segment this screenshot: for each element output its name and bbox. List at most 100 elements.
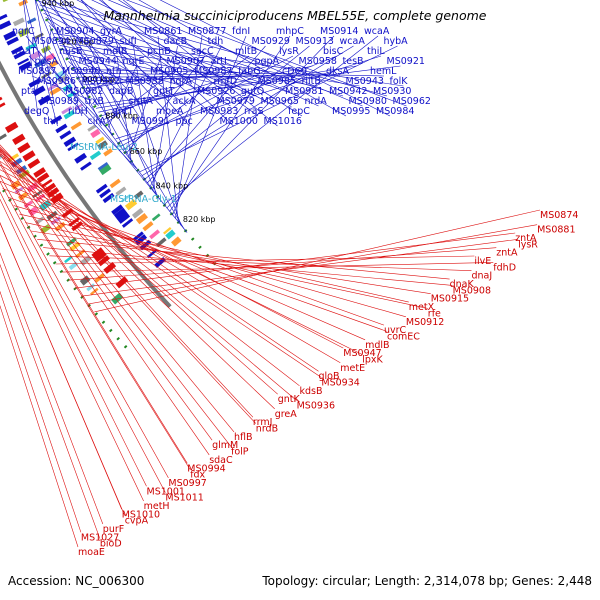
gene-label-top[interactable]: MS0985 — [258, 76, 296, 87]
gene-label-bottom[interactable]: dnaK — [450, 279, 475, 290]
gene-label-bottom[interactable]: MS1001 — [147, 486, 185, 497]
gene-label-bottom[interactable]: uvrC — [384, 325, 407, 336]
gene-label-top[interactable]: nqrE — [123, 56, 145, 67]
gene-label-top[interactable]: MS0861 — [144, 26, 182, 37]
gene-label-bottom[interactable]: bioD — [100, 539, 122, 550]
gene-label-top[interactable]: MS0913 — [296, 36, 334, 47]
gene-label-top[interactable]: nqrC — [12, 26, 35, 37]
gene-label-top[interactable]: mhpC — [276, 26, 304, 37]
gene-label-bottom[interactable]: dnaJ — [472, 271, 493, 282]
gene-label-bottom[interactable]: kdsB — [300, 386, 323, 397]
gene-label-bottom[interactable]: MS0881 — [537, 225, 575, 236]
gene-label-bottom[interactable]: folP — [231, 447, 249, 458]
gene-label-top[interactable]: MS0984 — [376, 106, 414, 117]
gene-label-top[interactable]: MS0958 — [299, 56, 337, 67]
gene-label-top[interactable]: wcaA — [364, 26, 390, 37]
gene-label-top[interactable]: folK — [390, 76, 409, 87]
gene-label-bottom[interactable]: MS0997 — [168, 478, 206, 489]
gene-label-bottom[interactable]: MS0934 — [321, 378, 359, 389]
gene-label-bottom[interactable]: zntA — [515, 233, 537, 244]
gene-label-top[interactable]: MS0980 — [349, 96, 387, 107]
gene-label-bottom[interactable]: MS0912 — [406, 317, 444, 328]
gene-label-bottom[interactable]: MS0874 — [540, 210, 578, 221]
gene-label-top[interactable]: MS0907 — [167, 56, 205, 67]
gene-label-top[interactable]: nqrA — [170, 76, 193, 87]
gene-label-top[interactable]: thiL — [367, 46, 385, 57]
gene-label-bottom[interactable]: purF — [103, 524, 124, 535]
gene-label-top[interactable]: MS0983 — [200, 106, 238, 117]
gene-label-bottom[interactable]: MS0915 — [431, 294, 469, 305]
gene-label-top[interactable]: trxB — [85, 96, 105, 107]
gene-label-top[interactable]: cDC9 — [282, 66, 307, 77]
gene-label-top[interactable]: MS0940 — [62, 66, 100, 77]
gene-label-bottom[interactable]: cvpA — [125, 516, 149, 527]
gene-label-top[interactable]: ribH — [68, 106, 88, 117]
gene-label-top[interactable]: moeA — [156, 106, 184, 117]
gene-label-bottom[interactable]: MS0994 — [187, 463, 225, 474]
gene-label-bottom[interactable]: MS1010 — [122, 509, 160, 520]
gene-label-bottom[interactable]: ilvE — [474, 256, 491, 267]
gene-label-top[interactable]: MS0989 — [41, 96, 79, 107]
gene-label-top[interactable]: tesB — [343, 56, 364, 67]
gene-label-top[interactable]: MS0981 — [285, 86, 323, 97]
gene-label-top[interactable]: tdh — [208, 36, 224, 47]
gene-label-top[interactable]: MS0921 — [387, 56, 425, 67]
gene-label-top[interactable]: smtA — [129, 96, 154, 107]
gene-label-top[interactable]: sufI — [120, 36, 137, 47]
gene-label-top[interactable]: pgpA — [255, 56, 280, 67]
gene-label-bottom[interactable]: MS0936 — [297, 401, 335, 412]
gene-label-top[interactable]: rlitB — [302, 76, 321, 87]
gene-label-top[interactable]: MS0879 — [76, 36, 114, 47]
gene-label-bottom[interactable]: MS1027 — [81, 532, 119, 543]
gene-label-top[interactable]: MS0952 — [82, 76, 120, 87]
gene-label-bottom[interactable]: MS1011 — [165, 493, 203, 504]
gene-label-top[interactable]: ppc — [176, 116, 193, 127]
gene-label-bottom[interactable]: fdhD — [493, 262, 516, 273]
gene-label-top[interactable]: MS0942 — [329, 86, 367, 97]
gene-label-bottom[interactable]: gloB — [319, 371, 340, 382]
gene-label-top[interactable]: mdlB — [103, 46, 127, 57]
gene-label-top[interactable]: nth — [106, 66, 122, 77]
gene-label-bottom[interactable]: gntK — [278, 394, 301, 405]
gene-label-bottom[interactable]: greA — [275, 409, 298, 420]
gene-label-bottom[interactable]: comEC — [387, 331, 420, 342]
gene-label-top[interactable]: nrdA — [305, 96, 328, 107]
gene-label-top[interactable]: dacB — [164, 36, 188, 47]
trna-label[interactable]: MStRNA-Gly-1 — [110, 194, 177, 205]
gene-label-top[interactable]: hybA — [384, 36, 409, 47]
gene-label-bottom[interactable]: metX — [409, 302, 435, 313]
gene-label-top[interactable]: MS0877 — [188, 26, 226, 37]
gene-label-top[interactable]: MS0894 — [32, 36, 70, 47]
gene-label-top[interactable]: MS0943 — [346, 76, 384, 87]
gene-label-top[interactable]: MS0965 — [261, 96, 299, 107]
gene-label-bottom[interactable]: zntA — [496, 248, 518, 259]
gene-label-top[interactable]: cirA — [88, 116, 107, 127]
gene-label-top[interactable]: mltB — [235, 46, 257, 57]
gene-label-top[interactable]: MS0938 — [126, 76, 164, 87]
gene-label-bottom[interactable]: lpxK — [362, 355, 383, 366]
gene-label-top[interactable]: MS0897 — [18, 66, 56, 77]
gene-label-top[interactable]: artI — [211, 56, 227, 67]
gene-label-top[interactable]: rraS — [244, 106, 264, 117]
gene-label-top[interactable]: MS0930 — [373, 86, 411, 97]
gene-label-top[interactable]: fepC — [288, 106, 310, 117]
gene-label-bottom[interactable]: MS0947 — [343, 348, 381, 359]
gene-label-top[interactable]: MS1016 — [264, 116, 302, 127]
gene-label-top[interactable]: wcaA — [340, 36, 366, 47]
gene-label-top[interactable]: hemL — [370, 66, 397, 77]
gene-label-top[interactable]: thiF — [44, 116, 62, 127]
gene-label-top[interactable]: MS0991 — [132, 116, 170, 127]
gene-label-top[interactable]: MS0905 — [150, 66, 188, 77]
gene-label-top[interactable]: MS0904 — [56, 26, 94, 37]
gene-label-top[interactable]: gntT — [112, 106, 134, 117]
gene-label-bottom[interactable]: rfe — [428, 308, 441, 319]
gene-label-top[interactable]: MS0926 — [197, 86, 235, 97]
gene-label-top[interactable]: pcnB — [147, 46, 171, 57]
gene-label-top[interactable]: sacC — [191, 46, 214, 57]
trna-label[interactable]: MStRNA-Leu-2 — [70, 142, 138, 153]
gene-label-top[interactable]: degQ — [24, 106, 49, 117]
gene-label-bottom[interactable]: mdlB — [365, 340, 389, 351]
gene-label-top[interactable]: rhaT — [15, 46, 37, 57]
gene-label-top[interactable]: gntT — [153, 86, 175, 97]
gene-label-top[interactable]: pta — [21, 86, 37, 97]
